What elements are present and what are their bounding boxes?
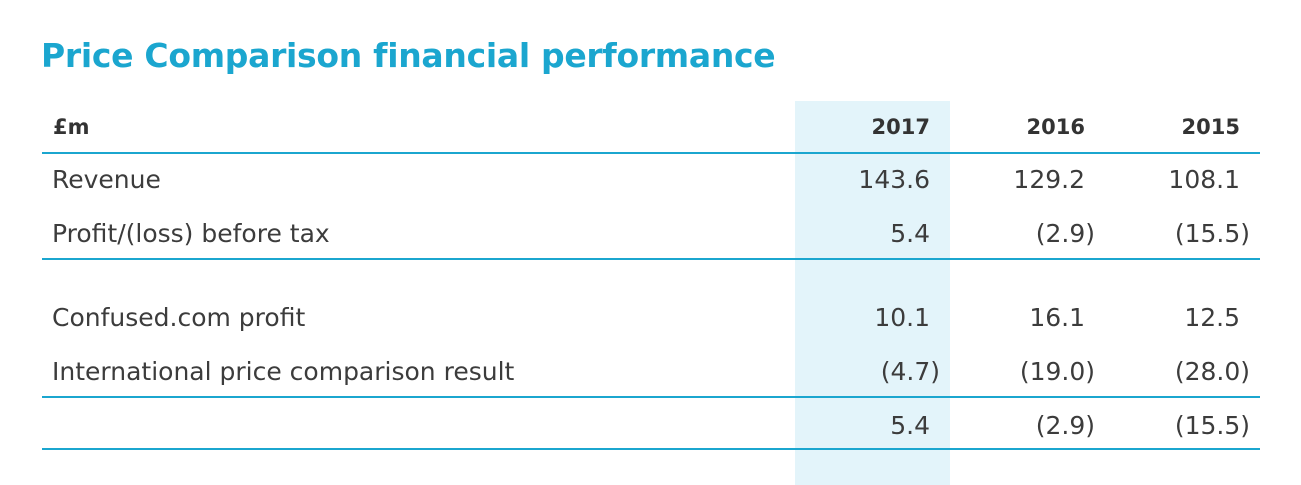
value-2017: 10.1 <box>874 303 930 332</box>
value-2015: (28.0) <box>1174 357 1250 386</box>
column-header-2016: 2016 <box>1026 115 1085 139</box>
row-label: Profit/(loss) before tax <box>52 219 330 248</box>
value-2017: 5.4 <box>890 219 930 248</box>
table-row-profit-before-tax: Profit/(loss) before tax 5.4 (2.9) (15.5… <box>42 208 1260 260</box>
value-2015: (15.5) <box>1174 219 1250 248</box>
table-row-international-result: International price comparison result (4… <box>42 346 1260 398</box>
row-label: Confused.com profit <box>52 303 306 332</box>
table-row-revenue: Revenue 143.6 129.2 108.1 <box>42 154 1260 206</box>
value-2015: 12.5 <box>1184 303 1240 332</box>
value-2016: 129.2 <box>1013 165 1085 194</box>
value-2017: 143.6 <box>858 165 930 194</box>
bottom-divider <box>42 448 1260 450</box>
column-header-2015: 2015 <box>1181 115 1240 139</box>
unit-label: £m <box>53 115 90 139</box>
header-divider <box>42 152 1260 154</box>
value-2016: (19.0) <box>1019 357 1095 386</box>
column-header-2017: 2017 <box>871 115 930 139</box>
page-title: Price Comparison financial performance <box>41 36 776 75</box>
table-row-total: 5.4 (2.9) (15.5) <box>42 400 1260 452</box>
row-label: Revenue <box>52 165 161 194</box>
total-divider <box>42 396 1260 398</box>
value-2017: (4.7) <box>880 357 940 386</box>
value-2015: 108.1 <box>1168 165 1240 194</box>
table-row-confused-profit: Confused.com profit 10.1 16.1 12.5 <box>42 292 1260 344</box>
value-2016: (2.9) <box>1035 219 1095 248</box>
row-label: International price comparison result <box>52 357 515 386</box>
value-2015: (15.5) <box>1174 411 1250 440</box>
value-2016: (2.9) <box>1035 411 1095 440</box>
section-divider <box>42 258 1260 260</box>
table-header-row: £m 2017 2016 2015 <box>42 101 1260 153</box>
value-2017: 5.4 <box>890 411 930 440</box>
value-2016: 16.1 <box>1029 303 1085 332</box>
highlighted-column-2017 <box>795 101 950 485</box>
